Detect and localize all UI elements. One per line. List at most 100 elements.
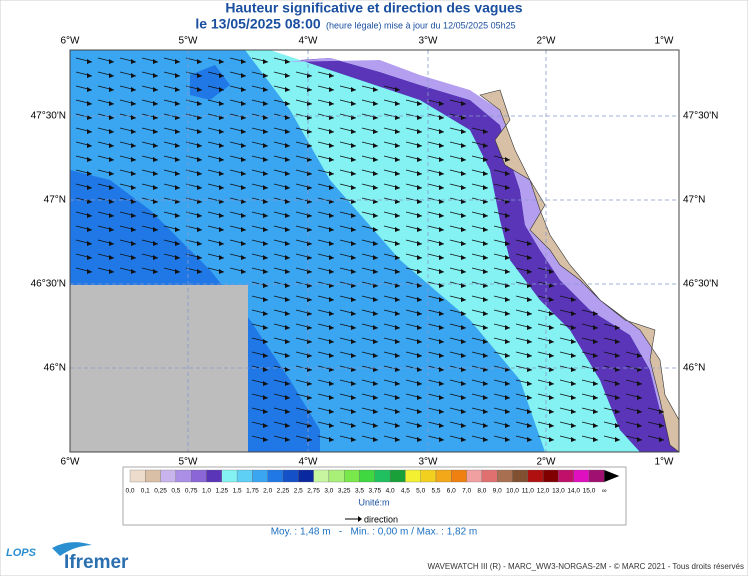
- wave-arrow-head: [395, 241, 400, 246]
- coast: [479, 89, 680, 453]
- legend-label: 0,75: [185, 488, 198, 495]
- wave-arrow-head: [153, 157, 158, 162]
- purple-band: [300, 58, 679, 452]
- wave-arrow-head: [175, 129, 180, 134]
- wave-arrow-head: [373, 213, 378, 218]
- wave-arrow-head: [329, 353, 334, 358]
- wave-arrow-head: [549, 269, 554, 274]
- wave-arrow-head: [263, 199, 268, 204]
- wave-arrow-head: [637, 409, 642, 414]
- wave-arrow-head: [219, 129, 224, 134]
- wave-arrow-head: [373, 437, 378, 442]
- color-swatch: [558, 469, 574, 483]
- wave-arrow-head: [285, 311, 290, 316]
- land-white: [300, 50, 679, 420]
- wave-arrow-head: [395, 283, 400, 288]
- wave-arrow-head: [175, 87, 180, 92]
- wave-arrow-head: [461, 339, 466, 344]
- wave-arrow-head: [417, 437, 422, 442]
- wave-arrow-head: [197, 143, 202, 148]
- wave-arrow-head: [395, 325, 400, 330]
- wave-arrow-head: [131, 129, 136, 134]
- wave-arrow-head: [219, 143, 224, 148]
- wave-arrow-head: [263, 339, 268, 344]
- wave-arrow-head: [153, 227, 158, 232]
- wave-arrow-head: [483, 423, 488, 428]
- wave-arrow-head: [285, 423, 290, 428]
- wave-arrow-head: [483, 395, 488, 400]
- wave-arrow-head: [329, 185, 334, 190]
- wave-arrow-head: [417, 115, 422, 120]
- legend-label: 13,0: [552, 488, 565, 495]
- wave-arrow-head: [285, 199, 290, 204]
- wave-arrow-head: [329, 101, 334, 106]
- wave-arrow-head: [263, 185, 268, 190]
- color-swatch: [236, 469, 253, 483]
- wave-arrow-head: [87, 213, 92, 218]
- wave-arrow-head: [131, 73, 136, 78]
- wave-arrow-head: [175, 213, 180, 218]
- wave-arrow-head: [549, 283, 554, 288]
- wave-arrow-head: [219, 227, 224, 232]
- color-swatch: [374, 469, 391, 483]
- lat-label: 47°N: [44, 195, 66, 206]
- wave-arrow-head: [329, 269, 334, 274]
- wave-arrow-head: [461, 311, 466, 316]
- wave-arrow-head: [131, 87, 136, 92]
- wave-arrow-head: [285, 325, 290, 330]
- wave-arrow-head: [637, 353, 642, 358]
- wave-arrow-head: [175, 59, 180, 64]
- wave-arrow-head: [527, 255, 532, 260]
- wave-arrow-head: [131, 101, 136, 106]
- wave-arrow-head: [131, 115, 136, 120]
- wave-arrow-head: [263, 59, 268, 64]
- wave-arrow-head: [439, 423, 444, 428]
- legend-label: 0,25: [154, 488, 167, 495]
- wave-arrow-head: [461, 423, 466, 428]
- color-swatch: [497, 469, 513, 483]
- wave-arrow-head: [373, 325, 378, 330]
- wave-arrow-head: [461, 213, 466, 218]
- wave-arrow-head: [505, 185, 510, 190]
- wave-arrow-head: [241, 87, 246, 92]
- wave-arrow-head: [87, 171, 92, 176]
- wave-arrow-head: [439, 269, 444, 274]
- wave-arrow-head: [373, 297, 378, 302]
- wave-arrow-head: [285, 255, 290, 260]
- logo-ifremer: Ifremer: [64, 552, 129, 573]
- legend-label: 12,0: [537, 488, 550, 495]
- wave-arrow-head: [351, 381, 356, 386]
- wave-arrow-head: [483, 185, 488, 190]
- wave-arrow-head: [461, 255, 466, 260]
- wave-arrow-head: [439, 311, 444, 316]
- wave-arrow-head: [505, 381, 510, 386]
- wave-arrow-head: [439, 129, 444, 134]
- wave-arrow-head: [285, 157, 290, 162]
- wave-arrow-head: [263, 395, 268, 400]
- wave-arrow-head: [483, 381, 488, 386]
- wave-arrow-head: [527, 325, 532, 330]
- wave-arrow-head: [285, 59, 290, 64]
- wave-arrow-head: [439, 409, 444, 414]
- wave-arrow-head: [373, 227, 378, 232]
- wave-arrow-head: [439, 171, 444, 176]
- wave-arrow-head: [395, 297, 400, 302]
- wave-arrow-head: [571, 339, 576, 344]
- direction-arrow-head: [358, 516, 362, 522]
- legend-label: 2,0: [263, 488, 272, 495]
- wave-arrow-head: [219, 59, 224, 64]
- wave-arrow-head: [439, 115, 444, 120]
- wave-arrow-head: [439, 143, 444, 148]
- wave-arrow-head: [219, 185, 224, 190]
- legend-label: 7,0: [462, 488, 471, 495]
- wave-arrow-head: [241, 143, 246, 148]
- wave-arrow-head: [505, 311, 510, 316]
- wave-arrow-head: [329, 157, 334, 162]
- wave-arrow-head: [439, 283, 444, 288]
- legend-label: 6,0: [447, 488, 456, 495]
- wave-arrow-head: [87, 255, 92, 260]
- wave-arrow-head: [615, 437, 620, 442]
- wave-arrow-head: [461, 269, 466, 274]
- wave-arrow-head: [329, 241, 334, 246]
